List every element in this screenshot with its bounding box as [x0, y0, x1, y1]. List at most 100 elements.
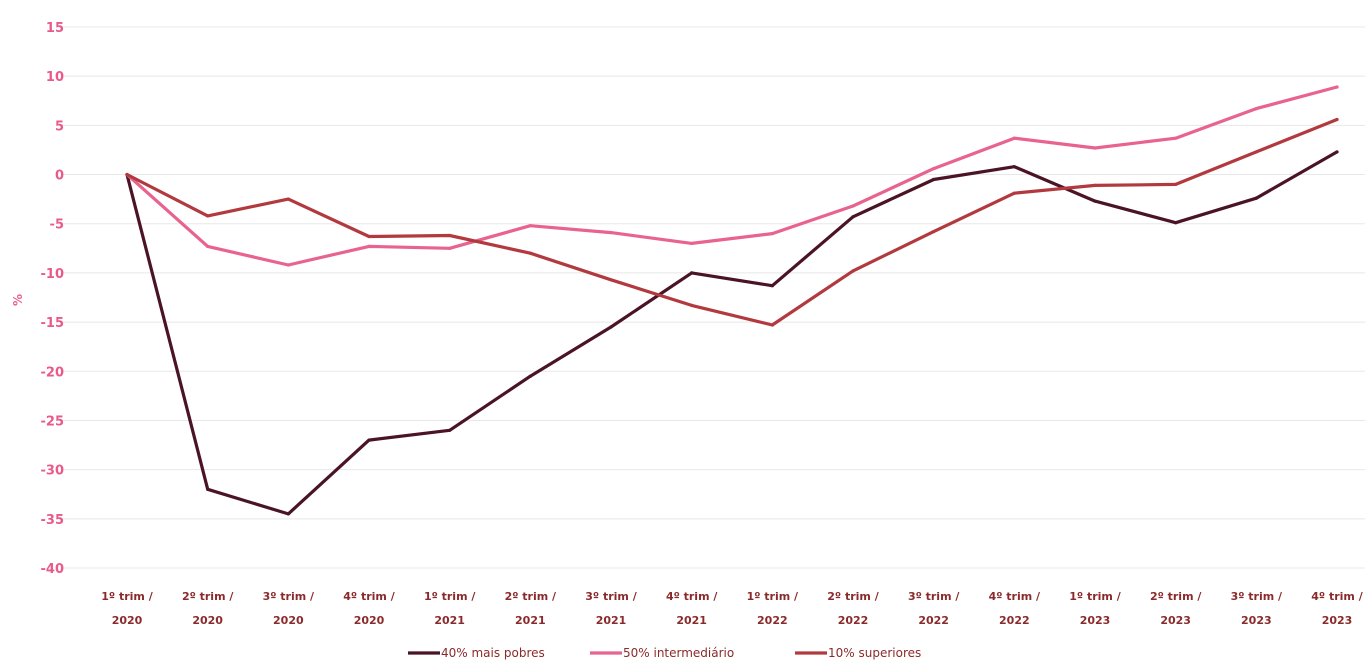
- series-0-point: [609, 325, 613, 329]
- x-tick-label-year: 2020: [354, 614, 385, 627]
- series-1-point: [286, 263, 290, 267]
- y-tick-label: -40: [41, 562, 65, 577]
- x-tick-label: 2º trim /: [1150, 590, 1202, 603]
- y-tick-label: -30: [41, 464, 65, 479]
- x-tick-label: 1º trim /: [101, 590, 153, 603]
- series-2-point: [448, 233, 452, 238]
- legend-label: 40% mais pobres: [441, 646, 545, 660]
- x-tick-label-year: 2021: [596, 614, 627, 627]
- x-axis-ticks: 1º trim / 2020 2º trim / 2020 3º trim / 2020 4…: [101, 590, 1363, 627]
- series-0-point: [690, 271, 694, 275]
- series-0-point: [206, 487, 210, 491]
- x-tick-label-year: 2023: [1080, 614, 1111, 627]
- series-line-0: [125, 150, 1339, 516]
- x-tick-label: 1º trim /: [747, 590, 799, 603]
- series-1-point: [1174, 136, 1178, 140]
- series-1-point: [528, 224, 532, 228]
- series-line-1: [125, 85, 1339, 267]
- series-1-point: [932, 167, 936, 171]
- y-tick-label: 5: [55, 119, 64, 134]
- legend: 40% mais pobres 50% intermediário 10% supe…: [408, 646, 921, 660]
- x-tick-label: 1º trim /: [424, 590, 476, 603]
- y-tick-label: -35: [41, 513, 65, 528]
- series-2-point: [690, 303, 694, 307]
- x-tick-label: 2º trim /: [827, 590, 879, 603]
- y-tick-label: -20: [41, 365, 65, 380]
- y-axis-ticks: 15 10 5 0 -5 -10 -15 -20 -25 -30 -35 -40: [41, 21, 65, 577]
- series-0-point: [1174, 221, 1178, 225]
- x-tick-label: 3º trim /: [1231, 590, 1283, 603]
- series-1-point: [851, 204, 855, 208]
- series-2-point: [1254, 150, 1258, 154]
- x-tick-label-year: 2021: [515, 614, 546, 627]
- series-2-point: [1174, 182, 1178, 186]
- x-tick-label-year: 2021: [676, 614, 707, 627]
- series-1-point: [206, 244, 210, 248]
- y-tick-label: -5: [50, 218, 64, 233]
- x-tick-label: 1º trim /: [1069, 590, 1121, 603]
- series-0-point: [367, 438, 371, 442]
- series-0-point: [932, 177, 936, 182]
- y-tick-label: 0: [55, 169, 64, 184]
- series-2-point: [367, 234, 371, 239]
- series-1-point: [448, 246, 452, 250]
- legend-label: 10% superiores: [828, 646, 921, 660]
- series-1-point: [770, 231, 774, 236]
- y-tick-label: -15: [41, 316, 65, 331]
- series-2-point: [286, 197, 290, 201]
- x-tick-label-year: 2022: [757, 614, 788, 627]
- series-1-point: [1254, 107, 1258, 111]
- x-tick-label: 2º trim /: [505, 590, 557, 603]
- series-0-point: [1254, 196, 1258, 200]
- series-2-point: [206, 214, 210, 218]
- x-tick-label: 3º trim /: [263, 590, 315, 603]
- series-2-point: [1093, 183, 1097, 187]
- series-1-point: [1335, 85, 1339, 89]
- series-line-2: [125, 117, 1339, 327]
- y-tick-label: -10: [41, 267, 65, 282]
- series-lines: [125, 85, 1339, 516]
- legend-label: 50% intermediário: [623, 646, 734, 660]
- x-tick-label: 2º trim /: [182, 590, 234, 603]
- series-1-point: [1093, 146, 1097, 150]
- x-tick-label: 3º trim /: [585, 590, 637, 603]
- x-tick-label: 3º trim /: [908, 590, 960, 603]
- series-0-point: [448, 428, 452, 432]
- x-tick-label-year: 2023: [1241, 614, 1272, 627]
- y-tick-label: 15: [46, 21, 64, 36]
- series-2-point: [125, 172, 129, 177]
- series-1-point: [367, 244, 371, 248]
- x-tick-label-year: 2021: [434, 614, 465, 627]
- x-tick-label: 4º trim /: [343, 590, 395, 603]
- y-axis-label: %: [11, 294, 25, 306]
- series-0-point: [286, 512, 290, 516]
- x-tick-label: 4º trim /: [1311, 590, 1363, 603]
- series-0-point: [1012, 165, 1016, 169]
- series-2-point: [770, 323, 774, 327]
- y-tick-label: -25: [41, 414, 65, 429]
- x-tick-label-year: 2022: [918, 614, 949, 627]
- series-0-point: [770, 284, 774, 288]
- x-tick-label-year: 2023: [1322, 614, 1353, 627]
- series-1-point: [1012, 136, 1016, 140]
- series-2-point: [1012, 191, 1016, 195]
- series-1-point: [690, 241, 694, 245]
- x-tick-label-year: 2022: [838, 614, 869, 627]
- series-2-point: [851, 269, 855, 273]
- gridlines: [62, 26, 1365, 569]
- x-tick-label: 4º trim /: [989, 590, 1041, 603]
- x-tick-label-year: 2020: [192, 614, 223, 627]
- x-tick-label-year: 2020: [112, 614, 143, 627]
- series-1-point: [609, 230, 613, 235]
- series-2-point: [932, 229, 936, 234]
- series-2-point: [1335, 117, 1339, 122]
- x-tick-label: 4º trim /: [666, 590, 718, 603]
- series-2-point: [528, 251, 532, 255]
- x-tick-label-year: 2020: [273, 614, 304, 627]
- x-tick-label-year: 2022: [999, 614, 1030, 627]
- series-0-point: [1335, 150, 1339, 154]
- series-0-point: [528, 374, 532, 378]
- y-tick-label: 10: [46, 70, 64, 85]
